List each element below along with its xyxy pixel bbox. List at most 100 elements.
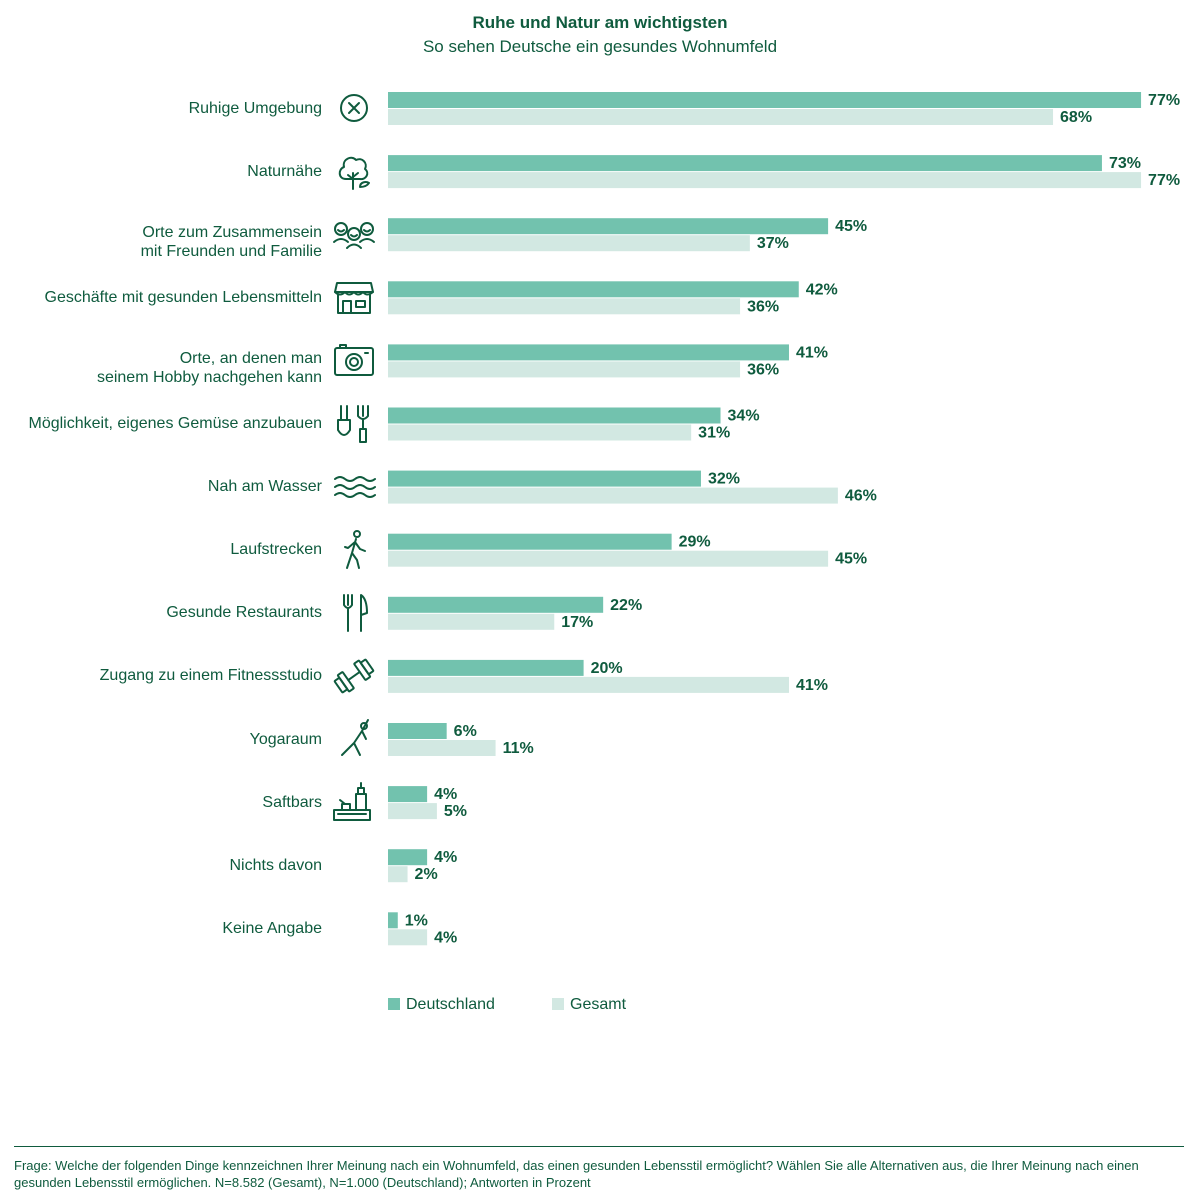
category-label-laufstrecken: Laufstrecken [0,540,322,559]
juice-bar-icon [332,780,376,824]
value-label-deutschland-keine-angabe: 1% [405,912,428,929]
bar-gesamt-keine-angabe [388,929,428,946]
shop-icon [332,275,376,319]
bar-deutschland-moeglichkeit-eigenes-gemuese-anzubauen [388,407,721,424]
tree-icon [332,149,376,193]
category-label-line: Nah am Wasser [207,478,322,496]
bar-deutschland-keine-angabe [388,912,398,929]
bar-gesamt-laufstrecken [388,550,829,567]
yoga-pose-icon [332,717,376,761]
bar-deutschland-geschaefte-mit-gesunden-lebensmitteln [388,281,799,298]
cutlery-icon [332,591,376,635]
bar-deutschland-orte-zum-zusammensein-mit-freunden-und-familie [388,218,829,235]
bar-chart: 77% 68% 73% 77% 45% 37% 42% 36% 41% 36% 34%31% 32% 4… [388,92,1180,946]
category-label-line: Keine Angabe [222,919,322,937]
category-label-moeglichkeit-eigenes-gemuese-anzubauen: Möglichkeit, eigenes Gemüse anzubauen [0,414,322,433]
value-label-deutschland-gesunde-restaurants: 22% [610,597,642,614]
category-label-line: seinem Hobby nachgehen kann [96,369,322,387]
category-label-orte-an-denen-man-seinem-hobby-nachgehen-kann: Orte, an denen man seinem Hobby nachgehen… [0,349,322,387]
water-waves-icon [332,465,376,509]
category-label-nah-am-wasser: Nah am Wasser [0,477,322,496]
category-label-line: Ruhige Umgebung [188,99,322,117]
value-label-deutschland-zugang-zu-einem-fitnessstudio: 20% [591,660,623,677]
category-label-line: Orte, an denen man [179,350,322,368]
category-label-geschaefte-mit-gesunden-lebensmitteln: Geschäfte mit gesunden Lebensmitteln [0,288,323,307]
value-label-gesamt-orte-an-denen-man-seinem-hobby-nachgehen-kann: 36% [747,361,779,378]
legend-label-deutschland: Deutschland [406,996,495,1013]
category-label-saftbars: Saftbars [0,793,322,812]
value-label-gesamt-zugang-zu-einem-fitnessstudio: 41% [796,677,828,694]
value-label-gesamt-geschaefte-mit-gesunden-lebensmitteln: 36% [747,298,779,315]
category-label-ruhige-umgebung: Ruhige Umgebung [0,99,322,118]
bar-gesamt-saftbars [388,803,437,820]
bar-deutschland-orte-an-denen-man-seinem-hobby-nachgehen-kann [388,344,789,361]
value-label-gesamt-gesunde-restaurants: 17% [561,614,593,631]
category-label-line: Yogaraum [249,730,322,748]
camera-icon [332,338,376,382]
value-label-gesamt-moeglichkeit-eigenes-gemuese-anzubauen: 31% [698,425,730,442]
dumbbell-icon [332,654,376,698]
bar-gesamt-naturnaehe [388,172,1142,189]
bar-gesamt-gesunde-restaurants [388,613,555,630]
category-label-line: Naturnähe [247,162,322,180]
bar-deutschland-ruhige-umgebung [388,92,1142,108]
bar-gesamt-geschaefte-mit-gesunden-lebensmitteln [388,298,741,315]
legend-item-deutschland: Deutschland [388,996,495,1014]
value-label-gesamt-yogaraum: 11% [503,740,534,757]
category-label-line: Orte zum Zusammensein [142,224,322,242]
garden-tools-icon [332,402,376,446]
bar-gesamt-moeglichkeit-eigenes-gemuese-anzubauen [388,424,692,441]
bar-deutschland-yogaraum [388,723,447,739]
category-label-naturnaehe: Naturnähe [0,162,322,181]
value-label-deutschland-laufstrecken: 29% [679,534,711,551]
bar-deutschland-nah-am-wasser [388,470,701,487]
category-label-line: Gesunde Restaurants [166,604,322,622]
legend-item-gesamt: Gesamt [552,996,626,1014]
category-label-line: Möglichkeit, eigenes Gemüse anzubauen [28,415,322,432]
bar-gesamt-ruhige-umgebung [388,109,1054,125]
value-label-deutschland-ruhige-umgebung: 77% [1148,92,1180,109]
value-label-deutschland-nichts-davon: 4% [434,849,457,866]
value-label-gesamt-nichts-davon: 2% [415,866,438,883]
category-label-keine-angabe: Keine Angabe [0,919,322,938]
value-label-gesamt-nah-am-wasser: 46% [845,488,877,505]
value-label-deutschland-yogaraum: 6% [454,723,477,740]
value-label-deutschland-orte-zum-zusammensein-mit-freunden-und-familie: 45% [835,218,867,235]
bar-deutschland-saftbars [388,786,428,803]
value-label-deutschland-orte-an-denen-man-seinem-hobby-nachgehen-kann: 41% [796,344,828,361]
x-circle-icon [332,86,376,130]
bar-gesamt-nichts-davon [388,866,408,883]
value-label-deutschland-moeglichkeit-eigenes-gemuese-anzubauen: 34% [728,408,760,425]
value-label-gesamt-keine-angabe: 4% [434,929,457,946]
category-label-line: Laufstrecken [230,541,322,559]
category-label-zugang-zu-einem-fitnessstudio: Zugang zu einem Fitnessstudio [0,666,322,685]
bar-gesamt-yogaraum [388,740,496,756]
footnote-divider [14,1146,1184,1147]
bar-deutschland-nichts-davon [388,849,428,866]
category-label-line: Zugang zu einem Fitnessstudio [99,667,322,685]
value-label-deutschland-saftbars: 4% [434,786,457,803]
walking-person-icon [332,528,376,572]
value-label-deutschland-naturnaehe: 73% [1109,155,1141,172]
bar-deutschland-zugang-zu-einem-fitnessstudio [388,659,584,676]
category-label-line: Geschäfte mit gesunden Lebensmitteln [44,288,323,306]
value-label-gesamt-ruhige-umgebung: 68% [1060,109,1092,126]
bar-gesamt-zugang-zu-einem-fitnessstudio [388,676,789,693]
value-label-deutschland-nah-am-wasser: 32% [708,471,740,488]
legend-swatch-deutschland [388,998,400,1010]
bar-gesamt-orte-an-denen-man-seinem-hobby-nachgehen-kann [388,361,741,378]
category-label-gesunde-restaurants: Gesunde Restaurants [0,603,322,622]
category-label-nichts-davon: Nichts davon [0,856,323,875]
bar-deutschland-naturnaehe [388,155,1102,172]
bar-gesamt-nah-am-wasser [388,487,838,504]
category-label-yogaraum: Yogaraum [0,730,322,749]
bar-deutschland-laufstrecken [388,533,672,550]
value-label-gesamt-saftbars: 5% [444,803,467,820]
category-label-line: Nichts davon [229,856,323,874]
value-label-gesamt-orte-zum-zusammensein-mit-freunden-und-familie: 37% [757,235,789,252]
bar-deutschland-gesunde-restaurants [388,596,604,613]
footnote: Frage: Welche der folgenden Dinge kennze… [14,1158,1139,1190]
people-group-icon [332,212,376,256]
legend-swatch-gesamt [552,998,564,1010]
value-label-gesamt-laufstrecken: 45% [835,551,867,568]
